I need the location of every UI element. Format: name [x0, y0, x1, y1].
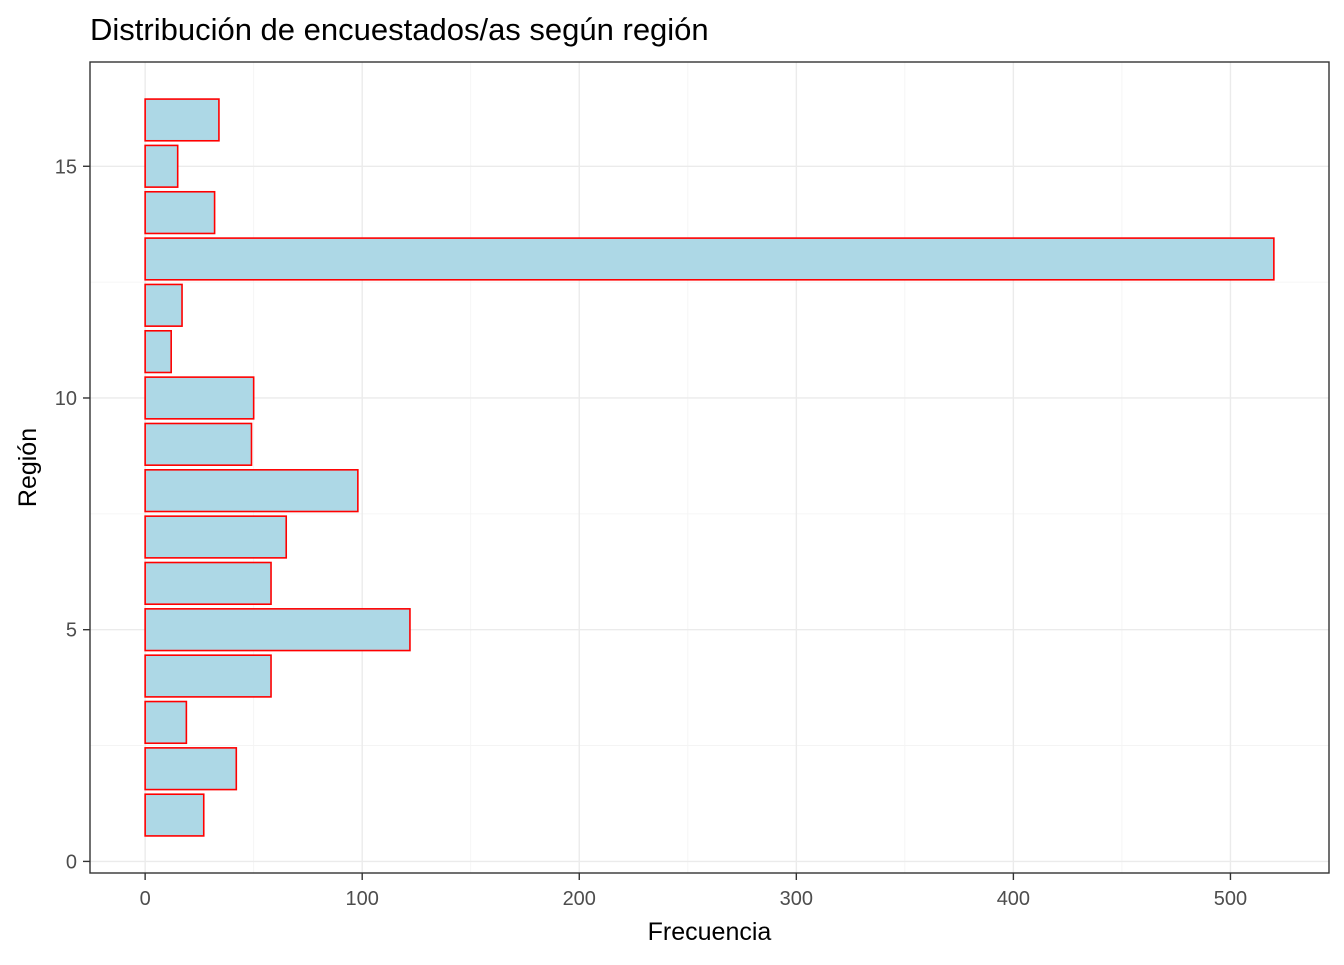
- bar-region-8: [144, 469, 359, 513]
- bar-region-2: [144, 747, 238, 791]
- x-tick-label: 0: [140, 888, 151, 910]
- bar-region-12: [144, 283, 183, 327]
- panel-border: [89, 61, 1330, 874]
- y-tick-label: 5: [66, 620, 77, 642]
- axes: 0 100 200 300 400 500 0 5 10 15: [55, 156, 1247, 910]
- bar-region-16: [144, 98, 220, 142]
- bar-region-11: [144, 329, 172, 374]
- x-tick-label: 200: [563, 888, 596, 910]
- bar-region-1: [144, 793, 205, 837]
- bar-region-9: [144, 422, 253, 466]
- bar-region-5: [144, 608, 411, 652]
- y-tick-label: 15: [55, 156, 77, 178]
- bar-region-10: [144, 376, 255, 420]
- bars: [144, 98, 1275, 837]
- bar-region-13: [144, 237, 1275, 281]
- x-axis-title: Frecuencia: [648, 918, 772, 946]
- bar-region-6: [144, 561, 272, 606]
- bar-region-15: [144, 144, 179, 188]
- bar-region-7: [144, 515, 288, 559]
- x-tick-label: 100: [346, 888, 379, 910]
- bar-region-14: [144, 190, 216, 235]
- y-axis-title: Región: [14, 428, 42, 507]
- x-tick-label: 400: [997, 888, 1030, 910]
- chart-title: Distribución de encuestados/as según reg…: [90, 12, 709, 47]
- bar-region-3: [144, 700, 188, 745]
- x-tick-label: 300: [780, 888, 813, 910]
- y-tick-label: 10: [55, 388, 77, 410]
- gridlines: [90, 62, 1329, 873]
- bar-region-4: [144, 654, 272, 698]
- x-tick-label: 500: [1214, 888, 1247, 910]
- y-tick-label: 0: [66, 851, 77, 873]
